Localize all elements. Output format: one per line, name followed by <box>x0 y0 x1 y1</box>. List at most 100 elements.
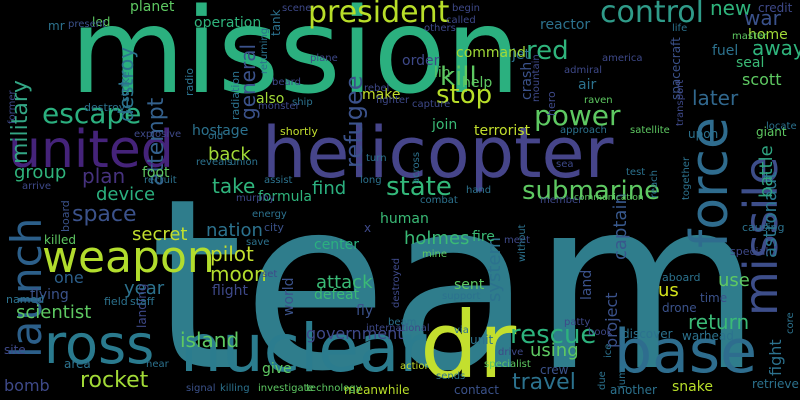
word: president <box>308 0 450 30</box>
word: transport <box>675 79 686 126</box>
word: red <box>526 36 569 66</box>
word: radiation <box>229 70 242 120</box>
word: locate <box>766 121 797 132</box>
word: fly <box>356 303 374 319</box>
word: specialist <box>484 359 531 370</box>
word: united <box>8 120 174 180</box>
word: seal <box>736 55 765 71</box>
word: state <box>386 172 452 202</box>
word: return <box>688 310 750 334</box>
word: destroyed <box>391 257 402 308</box>
word: flying <box>30 287 69 303</box>
word: lin <box>434 65 451 81</box>
word: use <box>718 270 750 291</box>
word: island <box>180 328 240 352</box>
word: rocket <box>80 368 149 393</box>
word: bomb <box>4 376 50 395</box>
word: join <box>432 117 458 133</box>
word: fuel <box>712 43 739 59</box>
word: kill <box>440 62 477 92</box>
word: raven <box>584 95 613 106</box>
word: year <box>124 278 165 299</box>
word: ship <box>292 97 313 108</box>
word: rescue <box>510 320 597 350</box>
word: fighter <box>376 95 410 106</box>
word: energy <box>252 209 287 220</box>
word: weapon <box>42 232 215 283</box>
word: defeat <box>314 287 360 303</box>
word: area <box>64 357 91 371</box>
word: across <box>411 151 422 184</box>
word: upon <box>688 127 719 141</box>
word: crew <box>540 363 569 377</box>
word: action <box>400 361 431 372</box>
word: life <box>672 23 688 34</box>
word: control <box>600 0 704 30</box>
word: core <box>785 312 796 334</box>
word: device <box>96 184 156 205</box>
word: operation <box>194 15 262 31</box>
word: giant <box>756 125 787 139</box>
word: base <box>614 317 758 387</box>
word: master <box>732 31 768 42</box>
word: nation <box>206 220 263 241</box>
word: aboard <box>662 271 701 284</box>
word: scientist <box>16 302 92 323</box>
word: government <box>306 324 404 343</box>
word: unit <box>470 333 494 347</box>
word: turn <box>366 153 387 164</box>
word: via <box>454 325 469 336</box>
word: beard <box>272 77 301 88</box>
word: land <box>579 269 595 300</box>
word: plane <box>310 53 338 64</box>
word: capture <box>412 99 451 110</box>
word: make <box>362 87 401 103</box>
word: reach <box>649 169 660 198</box>
word: patty <box>564 317 591 328</box>
word: time <box>700 291 728 305</box>
word: back <box>208 144 251 165</box>
word: former <box>7 90 18 124</box>
word: book <box>588 327 613 338</box>
word: mr <box>48 19 65 33</box>
word: plan <box>82 164 126 188</box>
word: jump <box>617 362 628 388</box>
word: killing <box>220 383 250 394</box>
word: others <box>424 23 456 34</box>
word: monster <box>258 101 300 112</box>
word: long <box>360 175 382 186</box>
word: technology <box>306 383 362 394</box>
word: snake <box>672 379 713 395</box>
word: begin <box>452 3 480 14</box>
word: together <box>681 156 692 200</box>
word: terrorist <box>474 123 531 139</box>
word: ross <box>44 313 155 376</box>
word: project <box>602 292 621 348</box>
word: special <box>730 245 769 258</box>
word: near <box>146 359 169 370</box>
word: radio <box>183 67 196 96</box>
word: credit <box>758 1 793 15</box>
word: without <box>517 224 528 262</box>
word: reveals <box>196 157 233 168</box>
word: drone <box>662 301 697 315</box>
word: captain <box>610 193 631 260</box>
word: assist <box>264 175 293 186</box>
word: team <box>150 148 763 400</box>
word: hostage <box>192 123 249 139</box>
word: union <box>230 157 258 168</box>
word: signal <box>186 383 216 394</box>
word: test <box>626 167 646 178</box>
word: recruit <box>144 175 177 186</box>
word: support <box>442 291 481 302</box>
word: new <box>710 0 752 20</box>
word: old <box>208 131 224 142</box>
word: present <box>68 19 107 30</box>
word: rebel <box>364 83 390 94</box>
word: battle <box>756 145 777 198</box>
word: holmes <box>404 228 470 249</box>
word: help <box>462 75 493 91</box>
word: meet <box>504 235 530 246</box>
word: warhead <box>682 329 734 343</box>
word: international <box>366 323 430 334</box>
